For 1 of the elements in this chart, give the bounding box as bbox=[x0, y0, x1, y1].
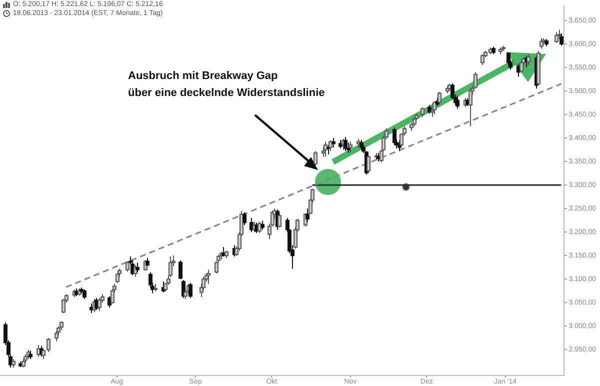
annotation: Ausbruch mit Breakway Gap über eine deckelnde Widerstandslinie bbox=[128, 69, 325, 101]
